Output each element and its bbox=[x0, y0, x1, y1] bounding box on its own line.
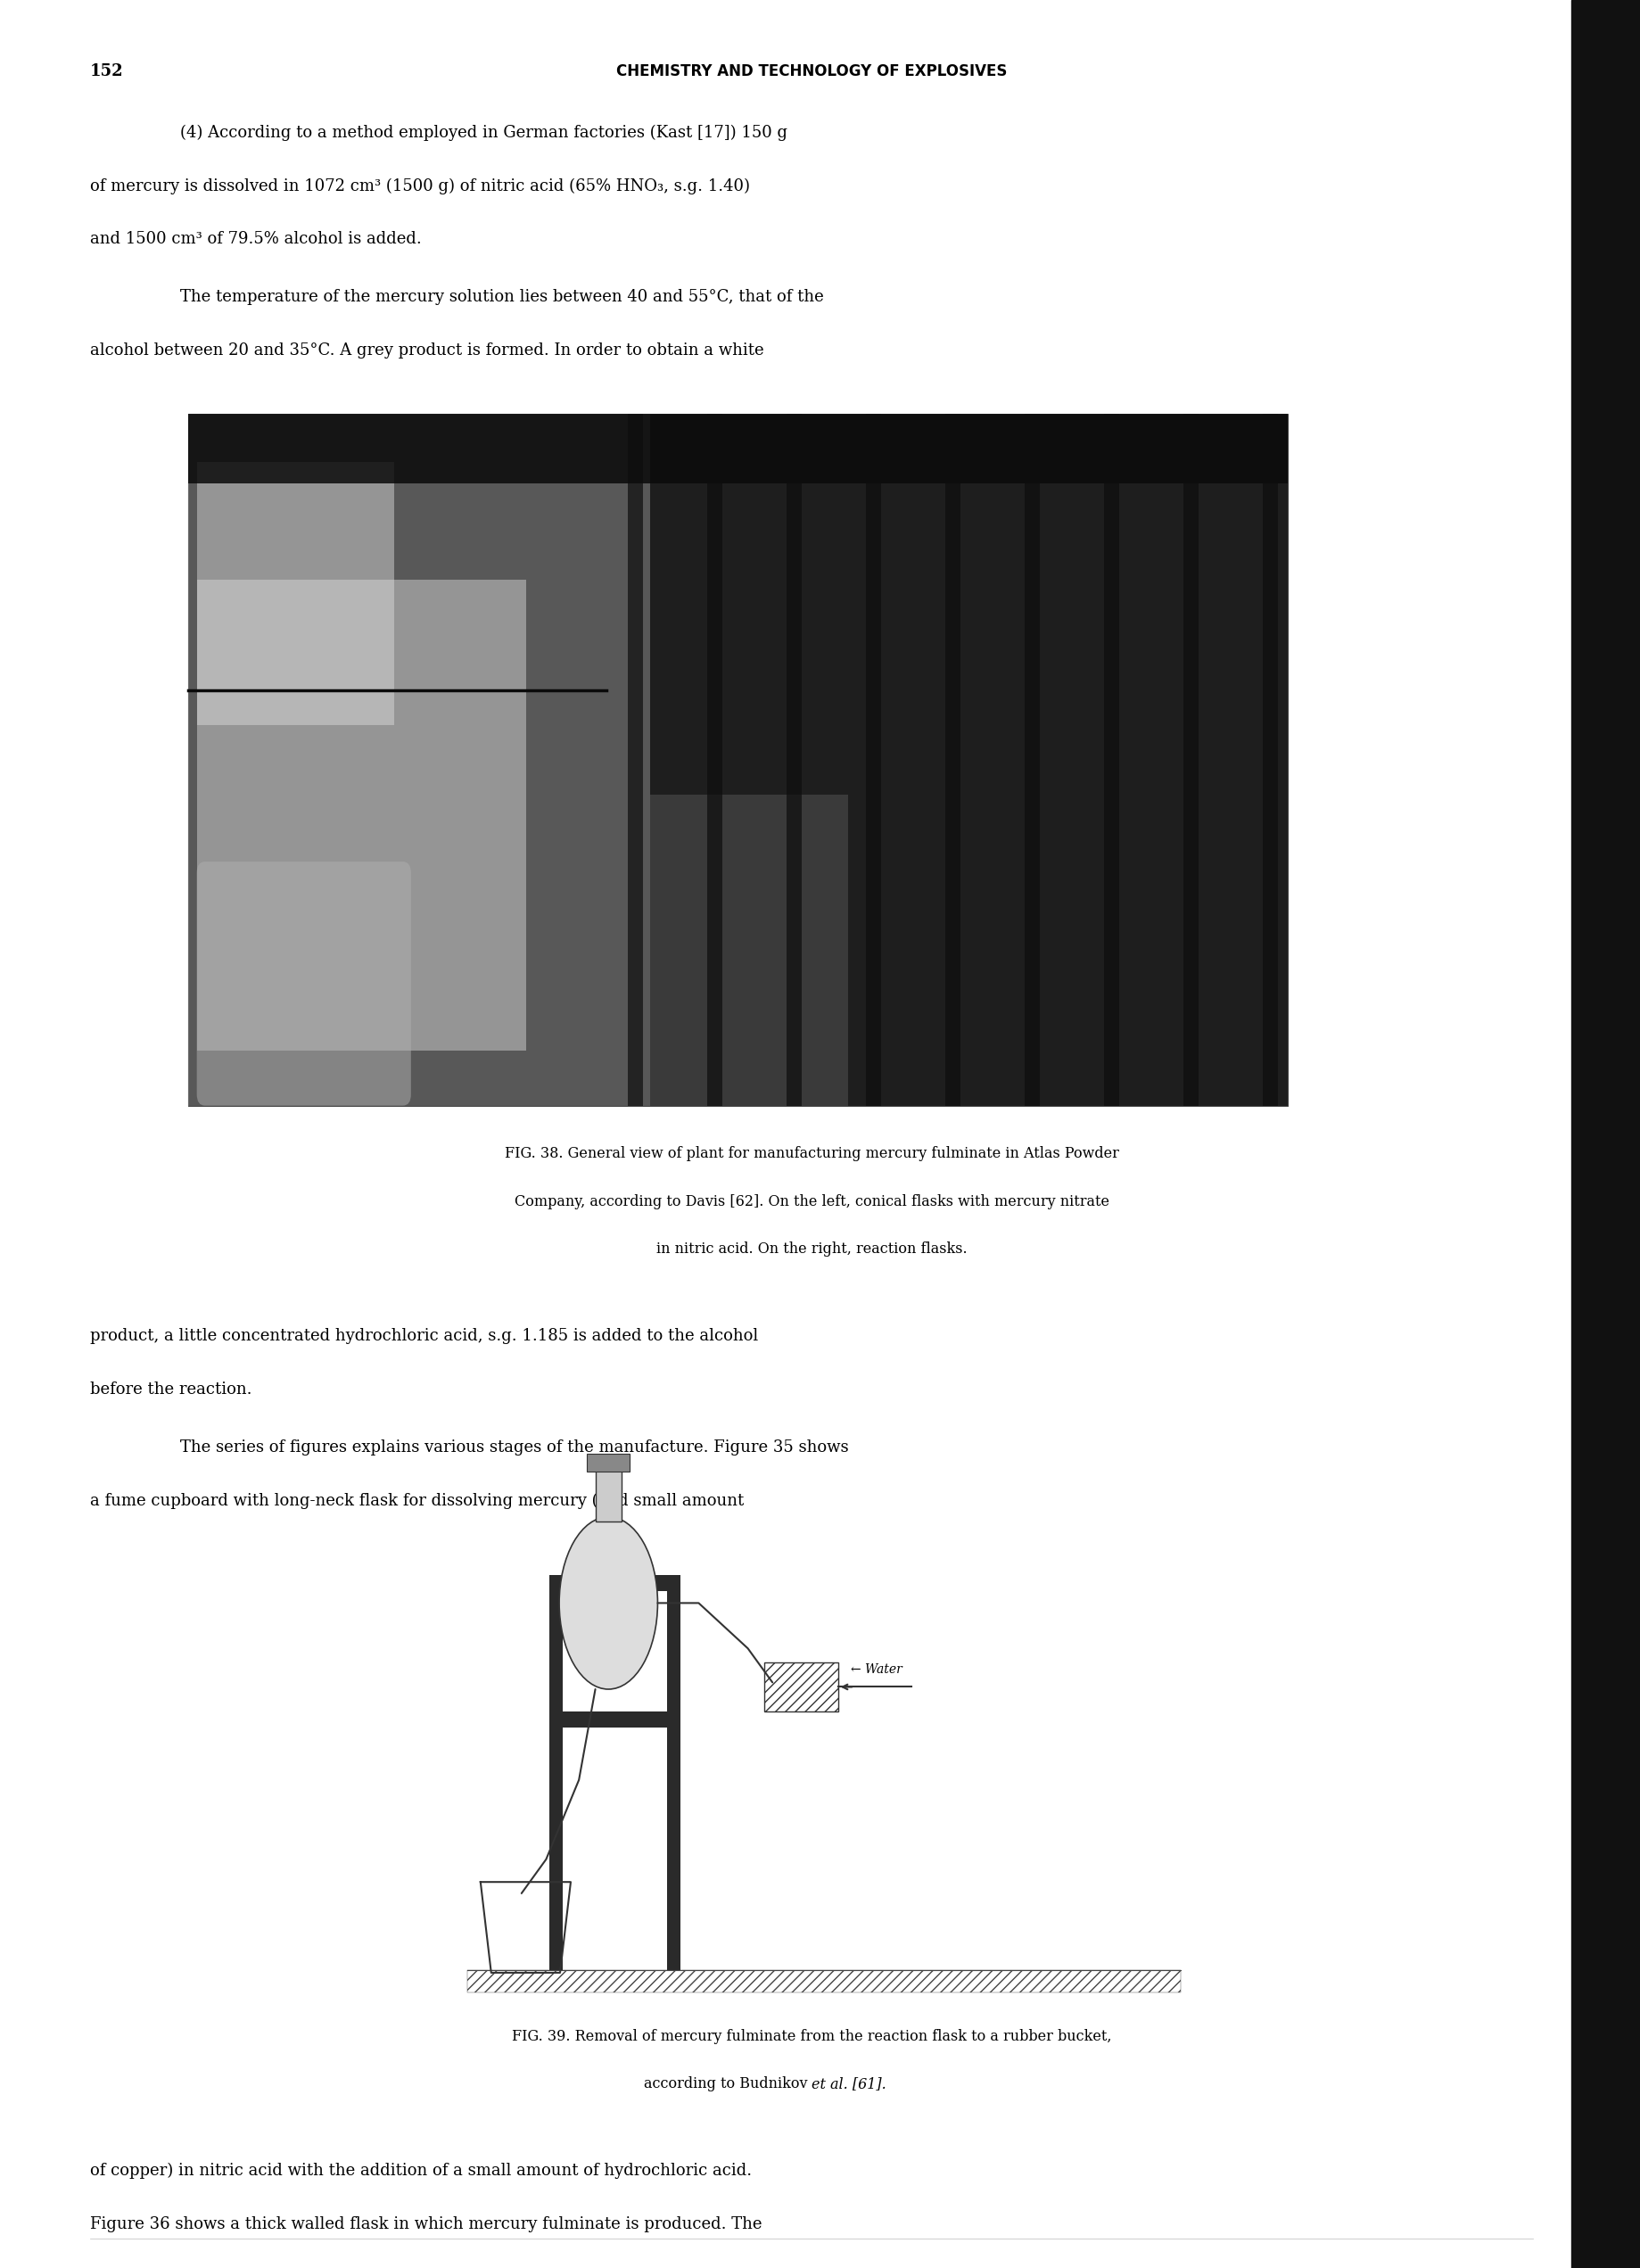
Bar bbox=[189, 413, 1287, 1105]
Bar bbox=[426, 1569, 1246, 1987]
Text: 152: 152 bbox=[90, 64, 123, 79]
Bar bbox=[1025, 413, 1040, 1105]
Text: Figure 36 shows a thick walled flask in which mercury fulminate is produced. The: Figure 36 shows a thick walled flask in … bbox=[90, 2216, 763, 2232]
Text: a fume cupboard with long-neck flask for dissolving mercury (and small amount: a fume cupboard with long-neck flask for… bbox=[90, 1492, 745, 1508]
Text: according to Budnikov: according to Budnikov bbox=[643, 2077, 812, 2091]
Bar bbox=[1104, 413, 1118, 1105]
Text: (4) According to a method employed in German factories (Kast [17]) 150 g: (4) According to a method employed in Ge… bbox=[180, 125, 787, 141]
Bar bbox=[549, 1579, 563, 1969]
Bar bbox=[945, 413, 959, 1105]
Text: product, a little concentrated hydrochloric acid, s.g. 1.185 is added to the alc: product, a little concentrated hydrochlo… bbox=[90, 1327, 758, 1345]
Bar bbox=[628, 413, 643, 1105]
Bar bbox=[467, 1969, 1181, 1991]
Bar bbox=[866, 413, 881, 1105]
Text: in nitric acid. On the right, reaction flasks.: in nitric acid. On the right, reaction f… bbox=[656, 1241, 968, 1256]
Bar bbox=[595, 1463, 622, 1522]
Bar bbox=[197, 463, 395, 726]
Text: before the reaction.: before the reaction. bbox=[90, 1381, 253, 1397]
Bar bbox=[587, 1454, 630, 1472]
Bar bbox=[1184, 413, 1199, 1105]
Text: and 1500 cm³ of 79.5% alcohol is added.: and 1500 cm³ of 79.5% alcohol is added. bbox=[90, 231, 421, 247]
Text: according to Budnikov et al. [61].: according to Budnikov et al. [61]. bbox=[690, 2077, 933, 2091]
FancyBboxPatch shape bbox=[197, 862, 412, 1105]
Bar bbox=[787, 413, 802, 1105]
Ellipse shape bbox=[559, 1517, 658, 1690]
FancyBboxPatch shape bbox=[189, 413, 649, 1105]
Text: CHEMISTRY AND TECHNOLOGY OF EXPLOSIVES: CHEMISTRY AND TECHNOLOGY OF EXPLOSIVES bbox=[617, 64, 1007, 79]
Text: of copper) in nitric acid with the addition of a small amount of hydrochloric ac: of copper) in nitric acid with the addit… bbox=[90, 2161, 753, 2180]
Bar bbox=[1571, 0, 1640, 2268]
Text: Company, according to Davis [62]. On the left, conical flasks with mercury nitra: Company, according to Davis [62]. On the… bbox=[515, 1193, 1109, 1209]
Bar bbox=[549, 1574, 681, 1592]
Bar bbox=[549, 1712, 667, 1728]
Text: et al. [61].: et al. [61]. bbox=[812, 2077, 887, 2091]
Bar bbox=[189, 413, 1287, 483]
Text: ← Water: ← Water bbox=[851, 1662, 902, 1676]
Text: FIG. 38. General view of plant for manufacturing mercury fulminate in Atlas Powd: FIG. 38. General view of plant for manuf… bbox=[505, 1145, 1118, 1161]
Bar bbox=[764, 1662, 838, 1712]
Text: alcohol between 20 and 35°C. A grey product is formed. In order to obtain a whit: alcohol between 20 and 35°C. A grey prod… bbox=[90, 342, 764, 358]
Text: The series of figures explains various stages of the manufacture. Figure 35 show: The series of figures explains various s… bbox=[180, 1438, 850, 1456]
Text: The temperature of the mercury solution lies between 40 and 55°C, that of the: The temperature of the mercury solution … bbox=[180, 290, 823, 306]
Bar bbox=[707, 413, 722, 1105]
Bar bbox=[1263, 413, 1278, 1105]
Text: of mercury is dissolved in 1072 cm³ (1500 g) of nitric acid (65% HNO₃, s.g. 1.40: of mercury is dissolved in 1072 cm³ (150… bbox=[90, 179, 749, 195]
Text: FIG. 39. Removal of mercury fulminate from the reaction flask to a rubber bucket: FIG. 39. Removal of mercury fulminate fr… bbox=[512, 2028, 1112, 2043]
Bar bbox=[667, 1579, 681, 1969]
Bar bbox=[649, 794, 848, 1105]
Bar bbox=[197, 581, 526, 1050]
